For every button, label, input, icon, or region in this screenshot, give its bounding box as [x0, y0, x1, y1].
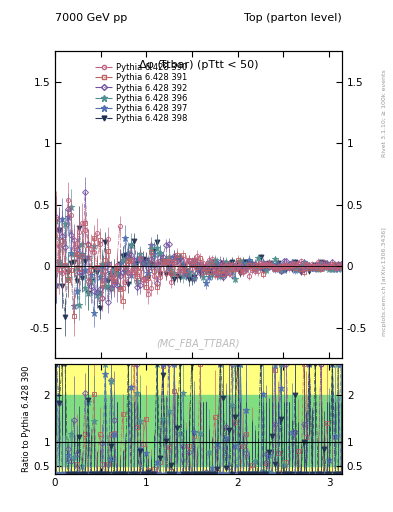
- Text: Top (parton level): Top (parton level): [244, 13, 342, 23]
- Text: Δφ (t̅tbar) (pTtt < 50): Δφ (t̅tbar) (pTtt < 50): [139, 60, 258, 71]
- Bar: [55, 395, 342, 466]
- Text: 7000 GeV pp: 7000 GeV pp: [55, 13, 127, 23]
- Bar: [55, 364, 342, 395]
- Bar: [55, 466, 342, 474]
- Text: (MC_FBA_TTBAR): (MC_FBA_TTBAR): [157, 338, 240, 349]
- Y-axis label: Ratio to Pythia 6.428 390: Ratio to Pythia 6.428 390: [22, 365, 31, 472]
- Text: mcplots.cern.ch [arXiv:1306.3436]: mcplots.cern.ch [arXiv:1306.3436]: [382, 227, 387, 336]
- Legend: Pythia 6.428 390, Pythia 6.428 391, Pythia 6.428 392, Pythia 6.428 396, Pythia 6: Pythia 6.428 390, Pythia 6.428 391, Pyth…: [94, 61, 189, 125]
- Text: Rivet 3.1.10; ≥ 100k events: Rivet 3.1.10; ≥ 100k events: [382, 69, 387, 157]
